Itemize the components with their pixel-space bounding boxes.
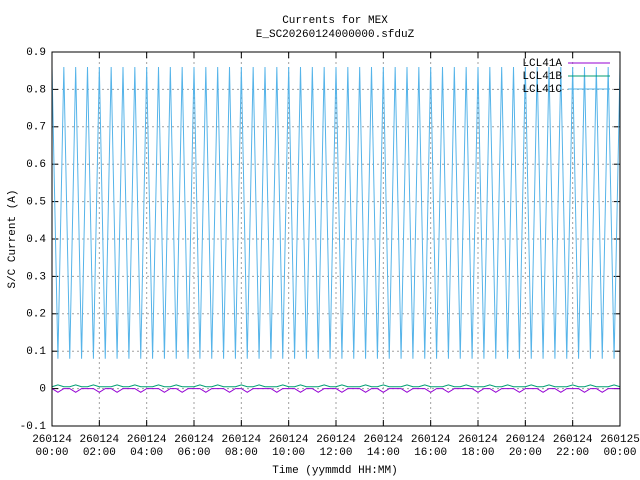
x-tick-label: 260124 02:00 xyxy=(80,434,120,459)
y-tick-label: 0.8 xyxy=(26,84,46,96)
x-tick-label: 260124 18:00 xyxy=(458,434,498,459)
chart-subtitle: E_SC20260124000000.sfduZ xyxy=(256,29,415,41)
y-tick-label: 0 xyxy=(39,384,46,396)
y-tick-label: 0.4 xyxy=(26,234,46,246)
x-axis-label: Time (yymmdd HH:MM) xyxy=(272,465,397,477)
x-tick-label: 260124 20:00 xyxy=(506,434,546,459)
x-tick-label: 260124 14:00 xyxy=(364,434,404,459)
y-tick-label: 0.1 xyxy=(26,346,46,358)
series-line xyxy=(51,388,620,393)
x-tick-label: 260124 10:00 xyxy=(269,434,309,459)
x-tick-label: 260124 04:00 xyxy=(127,434,167,459)
y-tick-label: 0.3 xyxy=(26,271,46,283)
legend-label: LCL41A xyxy=(522,58,562,70)
plot-frame xyxy=(51,51,621,427)
y-tick-label: 0.9 xyxy=(26,47,46,59)
y-axis-label: S/C Current (A) xyxy=(7,189,19,288)
x-tick-label: 260124 08:00 xyxy=(222,434,262,459)
legend-label: LCL41B xyxy=(522,71,562,83)
chart-title: Currents for MEX xyxy=(282,15,388,27)
y-tick-label: 0.6 xyxy=(26,159,46,171)
x-tick-label: 260125 00:00 xyxy=(600,434,640,459)
x-tick-label: 260124 00:00 xyxy=(32,434,72,459)
y-tick-label: 0.5 xyxy=(26,197,46,209)
x-tick-label: 260124 22:00 xyxy=(553,434,593,459)
legend-label: LCL41C xyxy=(522,84,562,96)
series-line xyxy=(51,66,621,359)
series-line xyxy=(51,384,621,388)
x-tick-label: 260124 16:00 xyxy=(411,434,451,459)
y-tick-label: -0.1 xyxy=(20,421,47,433)
y-tick-label: 0.7 xyxy=(26,122,46,134)
x-tick-label: 260124 12:00 xyxy=(316,434,356,459)
x-tick-label: 260124 06:00 xyxy=(174,434,214,459)
y-tick-label: 0.2 xyxy=(26,309,46,321)
